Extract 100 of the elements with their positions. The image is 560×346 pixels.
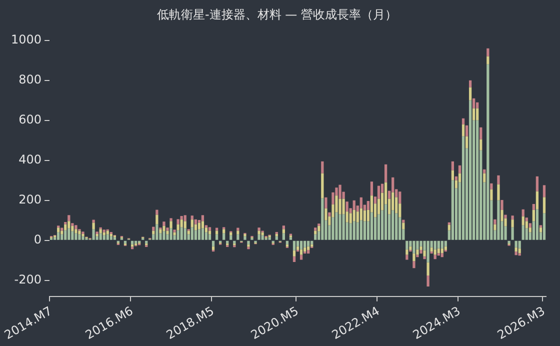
bar xyxy=(511,227,514,240)
bar xyxy=(198,229,200,240)
bar xyxy=(244,236,246,240)
bar xyxy=(106,234,109,240)
bar xyxy=(402,222,405,230)
bar xyxy=(342,214,345,240)
bar xyxy=(338,198,342,214)
bar xyxy=(247,240,250,244)
bar xyxy=(444,240,447,246)
bar xyxy=(437,240,440,248)
bar xyxy=(307,250,310,254)
bar xyxy=(346,202,348,212)
bar xyxy=(184,215,186,222)
bar xyxy=(198,222,200,230)
bar xyxy=(440,240,444,248)
bar xyxy=(532,204,535,210)
bar xyxy=(430,247,433,252)
y-tick-label: 1000 xyxy=(10,32,42,47)
bar xyxy=(465,125,468,136)
bar xyxy=(352,210,356,222)
bar xyxy=(57,232,60,240)
bar xyxy=(292,256,296,262)
bar xyxy=(152,230,155,234)
bar xyxy=(360,220,362,240)
bar xyxy=(448,224,450,230)
bar xyxy=(152,226,155,231)
bar xyxy=(370,212,374,240)
bar xyxy=(454,176,458,180)
bar xyxy=(64,224,67,230)
bar xyxy=(426,276,430,287)
bar xyxy=(483,173,486,182)
bar xyxy=(494,219,496,224)
bar xyxy=(542,197,546,214)
y-tick-label: 800 xyxy=(18,72,42,87)
bar xyxy=(486,56,490,64)
bar xyxy=(416,254,419,258)
bar xyxy=(230,232,232,236)
bar xyxy=(476,102,479,108)
bar xyxy=(525,218,528,222)
bar xyxy=(261,235,264,240)
bar xyxy=(426,262,430,276)
bar xyxy=(71,231,74,240)
bar xyxy=(190,227,194,240)
bar xyxy=(208,230,212,234)
bar xyxy=(215,230,218,234)
bar xyxy=(162,222,166,226)
chart-title: 低軌衛星-連接器、材料 — 營收成長率（月） xyxy=(157,7,397,22)
bar xyxy=(96,234,98,236)
bar xyxy=(176,230,180,240)
bar xyxy=(539,225,542,228)
bar xyxy=(303,247,306,252)
bar xyxy=(230,235,232,240)
bar xyxy=(465,136,468,148)
bar xyxy=(490,189,493,200)
bar xyxy=(222,233,226,240)
bar xyxy=(426,240,430,262)
bar xyxy=(412,253,416,262)
bar xyxy=(423,256,426,260)
bar xyxy=(412,240,416,254)
bar xyxy=(180,227,183,240)
bar xyxy=(184,228,186,240)
bar xyxy=(486,48,490,56)
bar xyxy=(511,220,514,228)
bar xyxy=(64,230,67,240)
bar xyxy=(486,64,490,240)
bar xyxy=(310,240,314,244)
bar xyxy=(483,169,486,174)
bar xyxy=(366,200,370,210)
bar xyxy=(258,230,260,234)
bar xyxy=(190,216,194,220)
bar xyxy=(307,246,310,250)
bar xyxy=(57,228,60,232)
bar xyxy=(416,240,419,250)
bar xyxy=(542,185,546,198)
bar xyxy=(82,236,84,240)
bar xyxy=(370,182,374,196)
bar xyxy=(536,176,539,192)
bar xyxy=(395,213,398,240)
bar xyxy=(514,252,518,256)
bar xyxy=(184,221,186,228)
bar xyxy=(542,213,546,240)
bar xyxy=(462,118,465,124)
bar xyxy=(536,191,539,210)
bar xyxy=(282,229,286,234)
bar xyxy=(258,234,260,240)
bar xyxy=(300,240,303,250)
bar xyxy=(130,244,134,247)
bar xyxy=(275,236,278,240)
bar xyxy=(60,230,64,234)
bar xyxy=(60,234,64,240)
bar xyxy=(201,221,204,228)
bar xyxy=(92,222,95,230)
bar xyxy=(525,228,528,240)
bar xyxy=(528,223,532,228)
bar xyxy=(170,218,172,222)
bar xyxy=(314,228,317,231)
bar xyxy=(468,80,472,88)
bar xyxy=(215,228,218,231)
bar xyxy=(356,212,359,222)
bar xyxy=(268,237,271,240)
